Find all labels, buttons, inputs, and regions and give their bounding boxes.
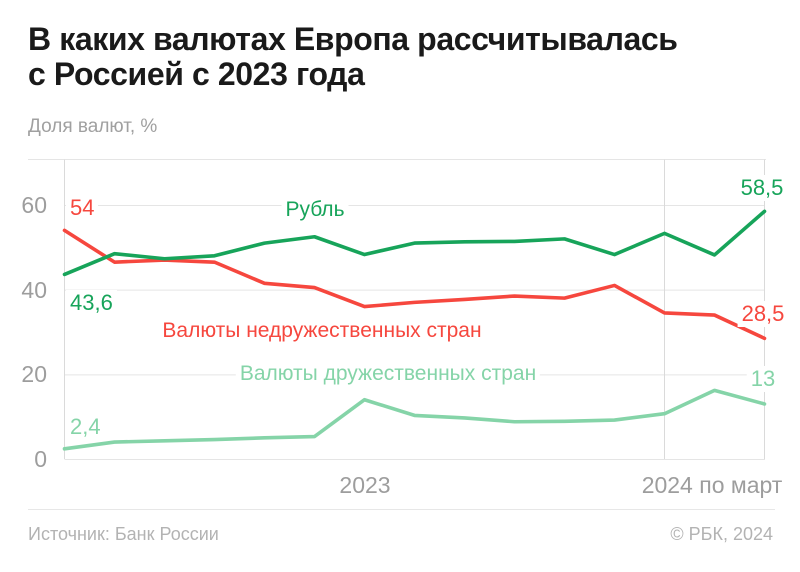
value-label-friendly: 13 — [746, 366, 780, 392]
series-label-friendly: Валюты дружественных стран — [235, 361, 541, 387]
y-tick-label-60: 60 — [21, 192, 47, 218]
value-label-unfriendly: 54 — [66, 195, 99, 221]
footer-divider — [28, 509, 775, 510]
y-tick-label-20: 20 — [21, 361, 47, 388]
value-label-ruble: 43,6 — [66, 290, 117, 316]
x-tick-label: 2023 — [339, 472, 391, 498]
series-line-friendly — [62, 388, 767, 451]
value-label-unfriendly: 28,5 — [737, 301, 789, 327]
source-credit: Источник: Банк России — [28, 524, 219, 544]
page-title: В каких валютах Европа рассчитывалась с … — [28, 21, 678, 92]
series-line-ruble — [62, 209, 767, 277]
y-tick-label-40: 40 — [21, 276, 47, 303]
chart-units-label: Доля валют, % — [28, 116, 158, 137]
copyright-credit: © РБК, 2024 — [670, 524, 773, 544]
x-tick-label: 2024 по март — [641, 472, 783, 498]
series-line-unfriendly — [62, 228, 767, 341]
y-tick-label-0: 0 — [34, 446, 47, 472]
series-label-unfriendly: Валюты недружественных стран — [158, 318, 486, 344]
value-label-ruble: 58,5 — [736, 175, 788, 201]
series-label-ruble: Рубль — [281, 197, 349, 223]
value-label-friendly: 2,4 — [66, 414, 105, 440]
